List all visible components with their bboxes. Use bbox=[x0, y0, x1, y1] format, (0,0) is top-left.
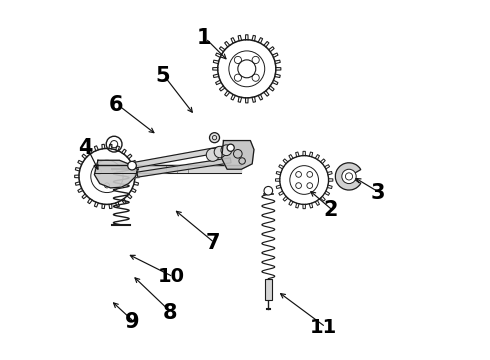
Text: 2: 2 bbox=[324, 201, 338, 220]
Circle shape bbox=[214, 146, 225, 158]
Text: 10: 10 bbox=[158, 267, 185, 286]
Polygon shape bbox=[95, 160, 137, 188]
Polygon shape bbox=[131, 145, 231, 168]
Text: 11: 11 bbox=[310, 318, 338, 337]
Circle shape bbox=[264, 186, 272, 195]
Circle shape bbox=[227, 144, 234, 151]
Text: 1: 1 bbox=[196, 28, 211, 48]
Text: 3: 3 bbox=[370, 183, 385, 203]
Circle shape bbox=[128, 161, 136, 170]
Circle shape bbox=[221, 145, 232, 156]
Polygon shape bbox=[221, 140, 254, 169]
Text: 5: 5 bbox=[155, 66, 170, 86]
Polygon shape bbox=[137, 158, 231, 177]
Text: 7: 7 bbox=[205, 233, 220, 253]
Text: 9: 9 bbox=[125, 312, 139, 332]
Text: 6: 6 bbox=[109, 95, 123, 115]
Text: 8: 8 bbox=[163, 303, 177, 323]
Text: 4: 4 bbox=[78, 138, 93, 158]
Circle shape bbox=[210, 133, 220, 143]
Bar bbox=[265, 279, 272, 300]
Circle shape bbox=[206, 148, 219, 161]
Wedge shape bbox=[335, 163, 361, 190]
Circle shape bbox=[342, 169, 356, 184]
